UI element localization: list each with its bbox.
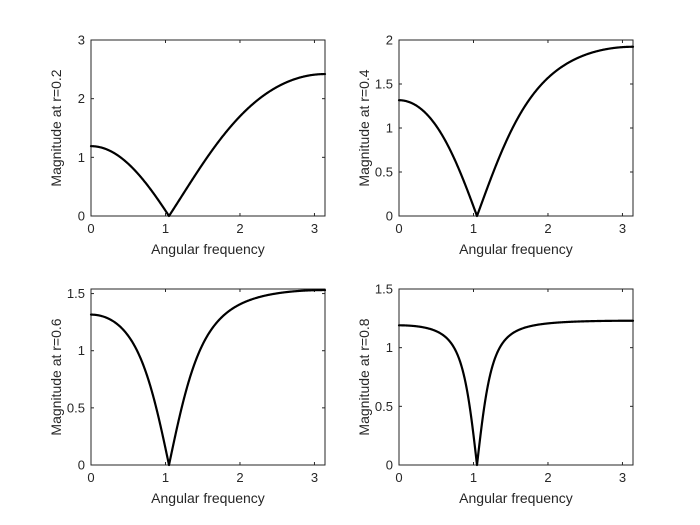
y-tick-label: 1 [78, 343, 85, 358]
x-tick-label: 3 [619, 221, 626, 236]
x-tick-label: 2 [236, 221, 243, 236]
x-tick-label: 3 [311, 221, 318, 236]
x-axis-label: Angular frequency [459, 241, 573, 257]
x-tick-label: 2 [544, 470, 551, 485]
x-tick-label: 0 [87, 470, 94, 485]
magnitude-series-line [397, 45, 635, 218]
y-axis-label: Magnitude at r=0.2 [48, 69, 64, 186]
y-tick-label: 0.5 [67, 400, 85, 415]
x-tick-label: 0 [87, 221, 94, 236]
y-tick-label: 0.5 [375, 399, 393, 414]
y-tick-label: 3 [78, 33, 85, 48]
axes-box [398, 39, 634, 217]
y-tick-label: 0 [386, 209, 393, 224]
y-tick-label: 1.5 [375, 282, 393, 297]
y-axis-label: Magnitude at r=0.6 [48, 318, 64, 435]
magnitude-series-line [89, 288, 327, 467]
subplot-4: 0 1 2 3 0 0.5 1 1.5 Angular frequency Magnitude a… [356, 282, 635, 506]
x-tick-label: 1 [470, 470, 477, 485]
y-axis-label: Magnitude at r=0.4 [356, 69, 372, 186]
subplot-1: 0 1 2 3 0 1 2 3 Angular frequency Magnitude at r=… [48, 33, 327, 257]
y-tick-label: 1.5 [375, 77, 393, 92]
y-tick-label: 0.5 [375, 165, 393, 180]
x-axis-label: Angular frequency [151, 241, 265, 257]
y-tick-label: 2 [78, 91, 85, 106]
y-tick-label: 1.5 [67, 286, 85, 301]
magnitude-series-line [89, 72, 327, 218]
x-tick-label: 1 [470, 221, 477, 236]
subplot-3: 0 1 2 3 0 0.5 1 1.5 Angular frequency Magnitude a… [48, 286, 327, 506]
x-tick-label: 2 [236, 470, 243, 485]
x-tick-label: 1 [162, 221, 169, 236]
y-tick-label: 0 [386, 458, 393, 473]
axes-box [90, 39, 326, 217]
y-tick-label: 0 [78, 458, 85, 473]
axes-box [398, 288, 634, 466]
x-tick-label: 3 [619, 470, 626, 485]
x-tick-label: 3 [311, 470, 318, 485]
y-tick-label: 1 [78, 150, 85, 165]
magnitude-series-line [397, 319, 635, 467]
x-tick-label: 1 [162, 470, 169, 485]
subplot-2: 0 1 2 3 0 0.5 1 1.5 2 Angular frequency Magnitude … [356, 33, 635, 257]
axes-box [90, 288, 326, 466]
x-axis-label: Angular frequency [459, 490, 573, 506]
y-tick-label: 1 [386, 340, 393, 355]
x-axis-label: Angular frequency [151, 490, 265, 506]
y-tick-label: 2 [386, 33, 393, 48]
x-tick-label: 0 [395, 470, 402, 485]
y-tick-label: 0 [78, 209, 85, 224]
y-tick-label: 1 [386, 121, 393, 136]
y-axis-label: Magnitude at r=0.8 [356, 318, 372, 435]
x-tick-label: 0 [395, 221, 402, 236]
x-tick-label: 2 [544, 221, 551, 236]
